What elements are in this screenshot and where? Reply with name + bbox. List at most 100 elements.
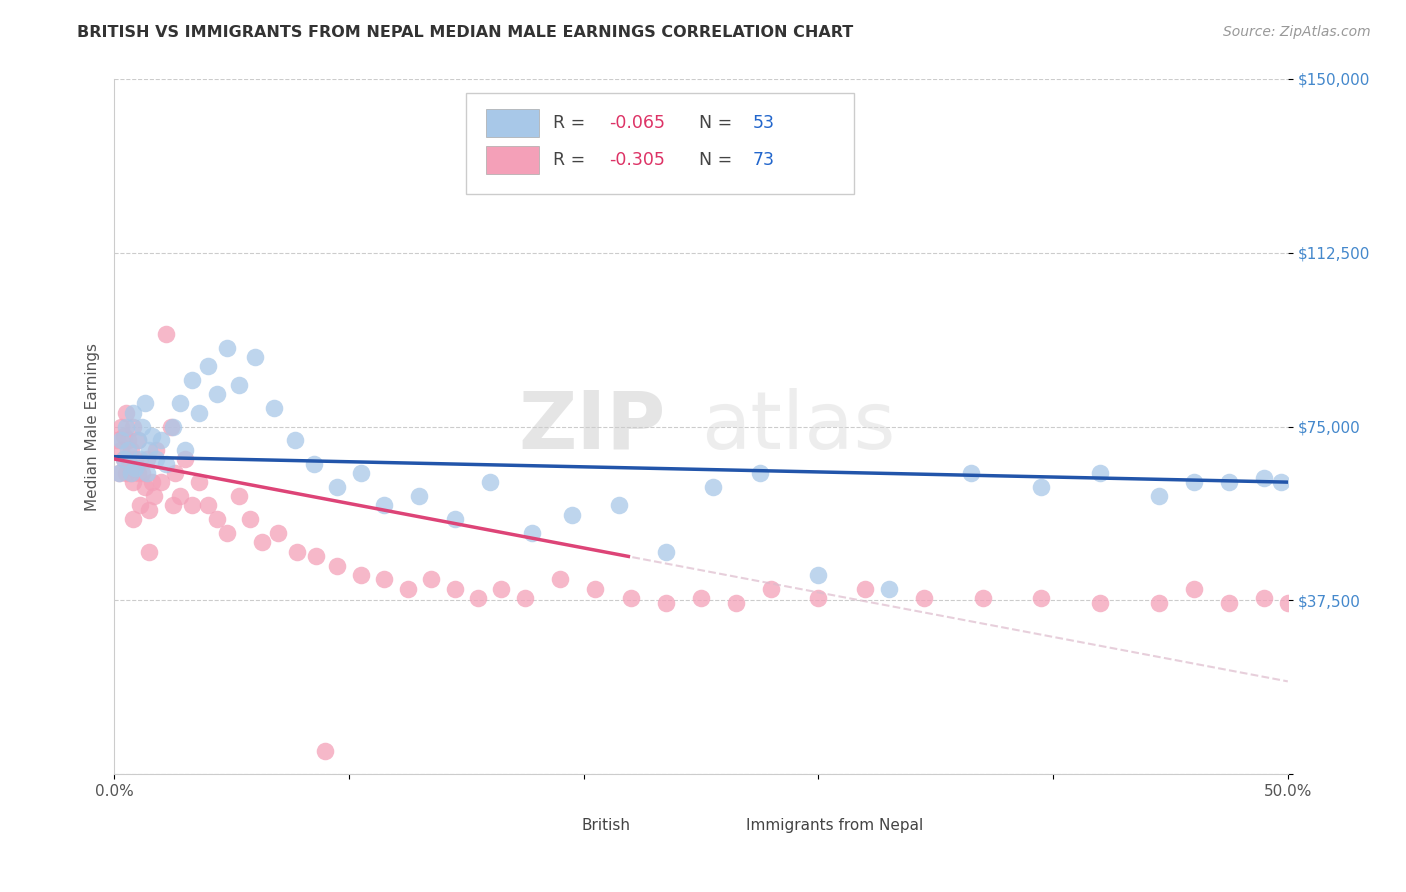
Point <box>165 466 187 480</box>
Point <box>520 526 543 541</box>
Point <box>443 512 465 526</box>
Point <box>141 475 163 490</box>
Point <box>112 429 135 443</box>
Point <box>112 452 135 467</box>
Point <box>138 544 160 558</box>
Point <box>143 489 166 503</box>
FancyBboxPatch shape <box>486 146 538 174</box>
Point <box>115 406 138 420</box>
Point <box>1031 480 1053 494</box>
Point <box>187 475 209 490</box>
Text: 53: 53 <box>752 114 775 132</box>
Point <box>150 434 173 448</box>
Point <box>583 582 606 596</box>
Point <box>250 535 273 549</box>
Point <box>239 512 262 526</box>
Point <box>134 480 156 494</box>
Point <box>373 573 395 587</box>
Point <box>122 419 145 434</box>
Point <box>877 582 900 596</box>
Point <box>690 591 713 605</box>
Point <box>491 582 513 596</box>
Point <box>124 461 146 475</box>
Point <box>302 457 325 471</box>
Point <box>1270 475 1292 490</box>
Point <box>129 498 152 512</box>
Text: BRITISH VS IMMIGRANTS FROM NEPAL MEDIAN MALE EARNINGS CORRELATION CHART: BRITISH VS IMMIGRANTS FROM NEPAL MEDIAN … <box>77 25 853 40</box>
Point <box>243 350 266 364</box>
Text: R =: R = <box>553 152 591 169</box>
Point <box>619 591 641 605</box>
Point <box>1147 596 1170 610</box>
Point <box>169 396 191 410</box>
Point <box>972 591 994 605</box>
Point <box>162 419 184 434</box>
Point <box>807 591 830 605</box>
Point <box>807 567 830 582</box>
Point <box>120 466 142 480</box>
Text: Source: ZipAtlas.com: Source: ZipAtlas.com <box>1223 25 1371 39</box>
FancyBboxPatch shape <box>467 93 853 194</box>
Point <box>1277 596 1299 610</box>
Point <box>117 434 139 448</box>
Point <box>141 429 163 443</box>
Point <box>561 508 583 522</box>
Point <box>215 526 238 541</box>
Point <box>655 544 678 558</box>
FancyBboxPatch shape <box>486 109 538 136</box>
Point <box>138 503 160 517</box>
Point <box>122 475 145 490</box>
Point <box>1088 466 1111 480</box>
Point <box>110 442 132 457</box>
Point <box>408 489 430 503</box>
Point <box>173 452 195 467</box>
Text: -0.305: -0.305 <box>609 152 665 169</box>
Point <box>127 434 149 448</box>
Point <box>108 466 131 480</box>
Point <box>136 452 159 467</box>
Point <box>267 526 290 541</box>
Point <box>305 549 328 564</box>
Point <box>207 512 229 526</box>
Text: N =: N = <box>688 152 738 169</box>
Point <box>120 442 142 457</box>
Point <box>1182 582 1205 596</box>
Point <box>187 406 209 420</box>
Point <box>1218 596 1240 610</box>
Text: British: British <box>581 818 630 833</box>
Point <box>162 498 184 512</box>
Text: atlas: atlas <box>702 387 896 466</box>
Point <box>761 582 783 596</box>
Point <box>115 466 138 480</box>
Text: 73: 73 <box>752 152 775 169</box>
Point <box>548 573 571 587</box>
Point <box>228 489 250 503</box>
Point <box>197 359 219 374</box>
Point <box>169 489 191 503</box>
Text: -0.065: -0.065 <box>609 114 665 132</box>
Point <box>373 498 395 512</box>
Point <box>853 582 876 596</box>
FancyBboxPatch shape <box>702 814 737 837</box>
Point <box>420 573 443 587</box>
Point <box>145 452 167 467</box>
Point <box>122 406 145 420</box>
Point <box>120 466 142 480</box>
Point <box>207 387 229 401</box>
Point <box>129 452 152 467</box>
Point <box>1182 475 1205 490</box>
Point <box>155 326 177 341</box>
Point <box>655 596 678 610</box>
Point <box>1088 596 1111 610</box>
Point <box>155 457 177 471</box>
Point <box>110 434 132 448</box>
Point <box>136 466 159 480</box>
Point <box>326 480 349 494</box>
Point <box>131 466 153 480</box>
Point <box>1253 591 1275 605</box>
Point <box>110 419 132 434</box>
Point <box>467 591 489 605</box>
Point <box>285 544 308 558</box>
Point <box>702 480 724 494</box>
Point <box>112 452 135 467</box>
